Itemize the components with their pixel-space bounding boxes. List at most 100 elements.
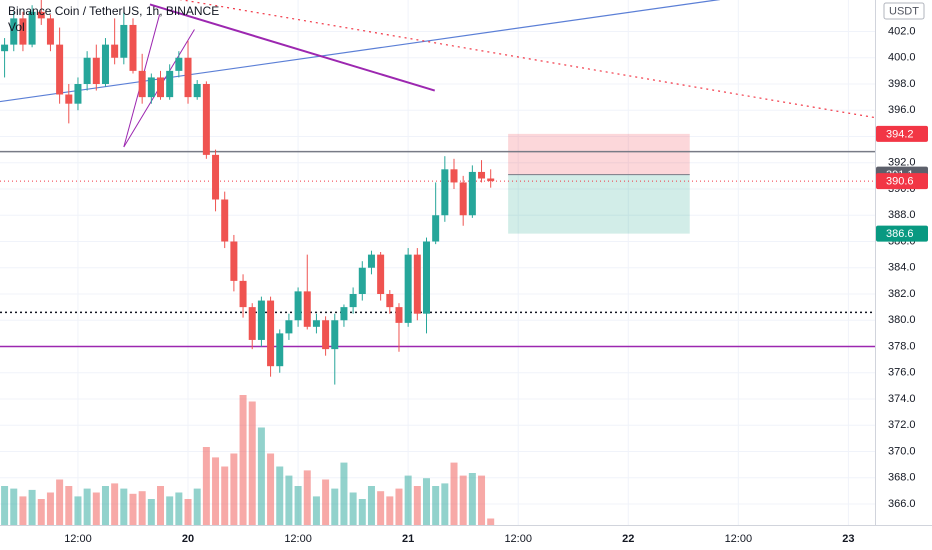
candle-body (74, 84, 82, 104)
candle-body (193, 84, 201, 98)
x-tick-label: 12:00 (725, 533, 753, 545)
candle-body (1, 44, 9, 52)
volume-bar (129, 493, 137, 525)
volume-bar (1, 486, 9, 525)
candle-body (340, 307, 348, 321)
candle-body (138, 70, 146, 98)
x-tick-label: 12:00 (284, 533, 312, 545)
candle-body (92, 57, 100, 84)
volume-bar (413, 486, 421, 525)
x-tick-label: 23 (842, 533, 854, 545)
candle-body (303, 291, 311, 327)
marks (0, 0, 876, 525)
volume-bar (285, 475, 293, 525)
x-tick-label: 20 (182, 533, 194, 545)
volume-bar (386, 496, 394, 525)
y-tick-label: 396.0 (888, 104, 916, 116)
y-tick-label: 372.0 (888, 419, 916, 431)
candle-body (175, 57, 183, 71)
volume-bar (175, 492, 183, 525)
candle-body (276, 333, 284, 367)
volume-bar (147, 499, 155, 525)
trend-line (0, 0, 721, 103)
volume-bar (212, 457, 220, 525)
candle-body (111, 44, 119, 58)
volume-bar (422, 478, 430, 525)
y-tick-label: 370.0 (888, 445, 916, 457)
volume-bar (487, 518, 495, 525)
y-tick-label: 400.0 (888, 52, 916, 64)
volume-bar (10, 488, 18, 525)
volume-bar (312, 496, 320, 525)
candle-body (147, 77, 155, 98)
candle-body (19, 18, 27, 45)
candle-body (377, 254, 385, 294)
candle-body (221, 199, 229, 242)
volume-bar (230, 453, 238, 525)
volume-bar (377, 491, 385, 525)
candle-body (413, 254, 421, 314)
volume-bar (157, 486, 165, 525)
volume-bar (257, 427, 265, 525)
candle-body (349, 294, 357, 308)
volume-bar (450, 462, 458, 525)
candle-body (422, 241, 430, 314)
volume-bar (322, 479, 330, 525)
x-tick-label: 22 (622, 533, 634, 545)
candle-body (248, 307, 256, 340)
candle-body (267, 300, 275, 367)
stop-zone (508, 133, 690, 175)
candle-body (478, 171, 486, 179)
candle-body (83, 57, 91, 84)
candle-body (166, 70, 174, 98)
volume-bar (138, 491, 146, 525)
candle-body (101, 44, 109, 84)
candle-body (285, 320, 293, 334)
volume-bar (193, 488, 201, 525)
candle-body (184, 57, 192, 98)
volume-bar (19, 496, 27, 525)
volume-bar (404, 475, 412, 525)
price-label-box (876, 173, 928, 190)
volume-bar (441, 483, 449, 525)
y-tick-label: 382.0 (888, 288, 916, 300)
y-tick-label: 374.0 (888, 393, 916, 405)
candle-body (404, 254, 412, 323)
price-label: 386.6 (886, 228, 914, 240)
y-tick-label: 384.0 (888, 262, 916, 274)
candle-body (358, 267, 366, 294)
volume-bar (303, 470, 311, 525)
candle-body (65, 94, 73, 104)
currency-box[interactable] (883, 2, 925, 20)
candle-body (432, 215, 440, 242)
volume-bar (276, 466, 284, 525)
volume-bar (28, 489, 36, 525)
volume-bar (239, 395, 247, 525)
y-tick-label: 380.0 (888, 314, 916, 326)
x-tick-label: 12:00 (504, 533, 532, 545)
volume-bar (184, 499, 192, 525)
volume-bar (267, 453, 275, 525)
candle-body (312, 320, 320, 327)
x-tick-label: 12:00 (64, 533, 92, 545)
candle-body (367, 254, 375, 268)
trend-line (149, 3, 436, 92)
candle-body (322, 320, 330, 350)
y-tick-label: 368.0 (888, 472, 916, 484)
volume-bar (56, 479, 64, 525)
candle-body (157, 77, 165, 98)
volume-bar (37, 499, 45, 525)
volume-bar (395, 488, 403, 525)
volume-bar (120, 488, 128, 525)
candle-body (239, 280, 247, 308)
candle-body (28, 11, 36, 45)
candle-body (120, 24, 128, 58)
y-tick-label: 392.0 (888, 157, 916, 169)
price-label: 394.2 (886, 128, 914, 140)
currency[interactable]: USDT (889, 5, 919, 17)
y-tick-label: 376.0 (888, 367, 916, 379)
indicator-label: Vol (8, 20, 25, 34)
y-tick-label: 398.0 (888, 78, 916, 90)
price-label: 390.6 (886, 176, 914, 188)
